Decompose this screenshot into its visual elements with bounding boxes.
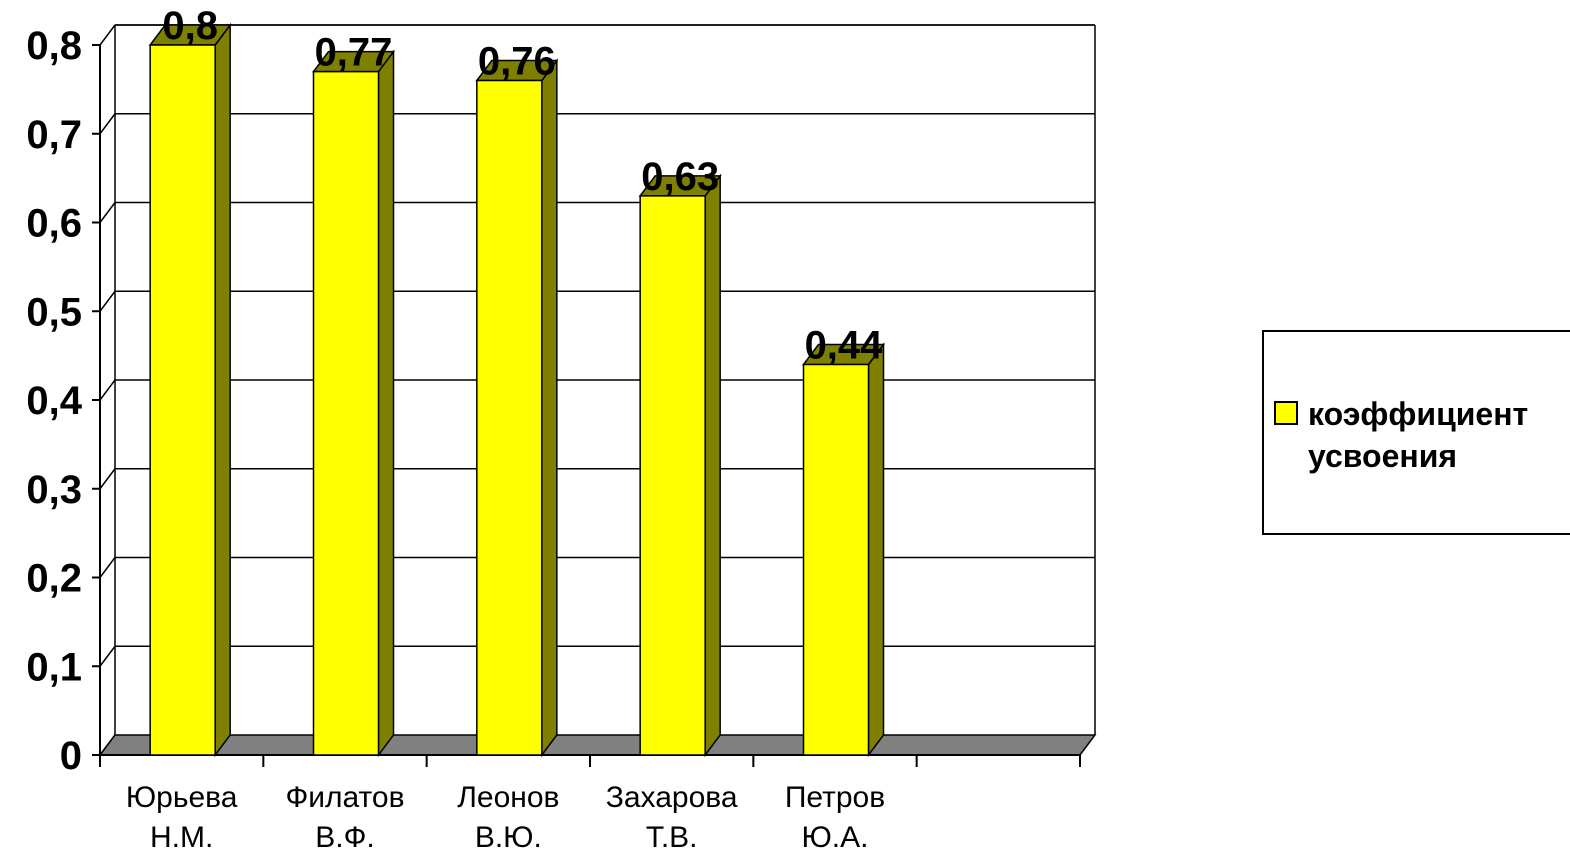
bar: [639, 195, 706, 756]
bar-side: [214, 22, 231, 758]
bar-side: [541, 58, 558, 758]
data-label: 0,77: [315, 31, 393, 75]
gridline-diagonal: [99, 202, 116, 223]
bar: [312, 70, 380, 756]
x-tick-label: Т.В.: [646, 821, 698, 852]
gridline-diagonal: [99, 557, 116, 578]
y-tick-label: 0,4: [26, 379, 82, 423]
x-tick-label: Ю.А.: [802, 821, 869, 852]
data-label: 0,44: [805, 324, 884, 368]
x-tick-label: В.Ф.: [315, 821, 375, 852]
gridline-diagonal: [99, 468, 116, 490]
y-tick-label: 0,8: [26, 24, 82, 68]
gridline-diagonal: [99, 24, 116, 46]
gridline-diagonal: [99, 379, 116, 401]
y-tick-label: 0,3: [26, 468, 82, 512]
y-tick-label: 0,7: [26, 113, 82, 157]
bar-side: [377, 49, 395, 758]
bar: [149, 44, 216, 756]
gridline-diagonal: [99, 290, 116, 312]
bar-side: [704, 173, 721, 758]
x-tick-label: Леонов: [457, 781, 559, 814]
legend-label: коэффициент: [1308, 396, 1528, 432]
bar: [476, 79, 543, 756]
bar: [802, 363, 870, 756]
data-label: 0,76: [478, 40, 556, 84]
gridline-diagonal: [99, 645, 116, 667]
x-tick-label: Петров: [785, 781, 885, 814]
legend-swatch: [1274, 401, 1298, 425]
bar-side: [867, 342, 885, 758]
y-tick-label: 0,6: [26, 202, 82, 246]
y-tick-label: 0,1: [26, 645, 82, 689]
legend-box: [1262, 330, 1570, 535]
y-tick-label: 0,2: [26, 557, 82, 601]
x-tick-label: Н.М.: [150, 821, 213, 852]
x-tick-label: В.Ю.: [475, 821, 542, 852]
x-tick-label: Юрьева: [126, 781, 238, 814]
chart-floor: [98, 734, 1097, 756]
y-tick-label: 0,5: [26, 290, 82, 334]
legend-label: усвоения: [1308, 438, 1457, 474]
x-tick-label: Захарова: [606, 781, 738, 814]
x-tick-label: Филатов: [285, 781, 404, 814]
y-tick-label: 0: [60, 734, 82, 778]
gridline-diagonal: [99, 113, 116, 135]
data-label: 0,8: [162, 4, 218, 48]
data-label: 0,63: [641, 155, 719, 199]
